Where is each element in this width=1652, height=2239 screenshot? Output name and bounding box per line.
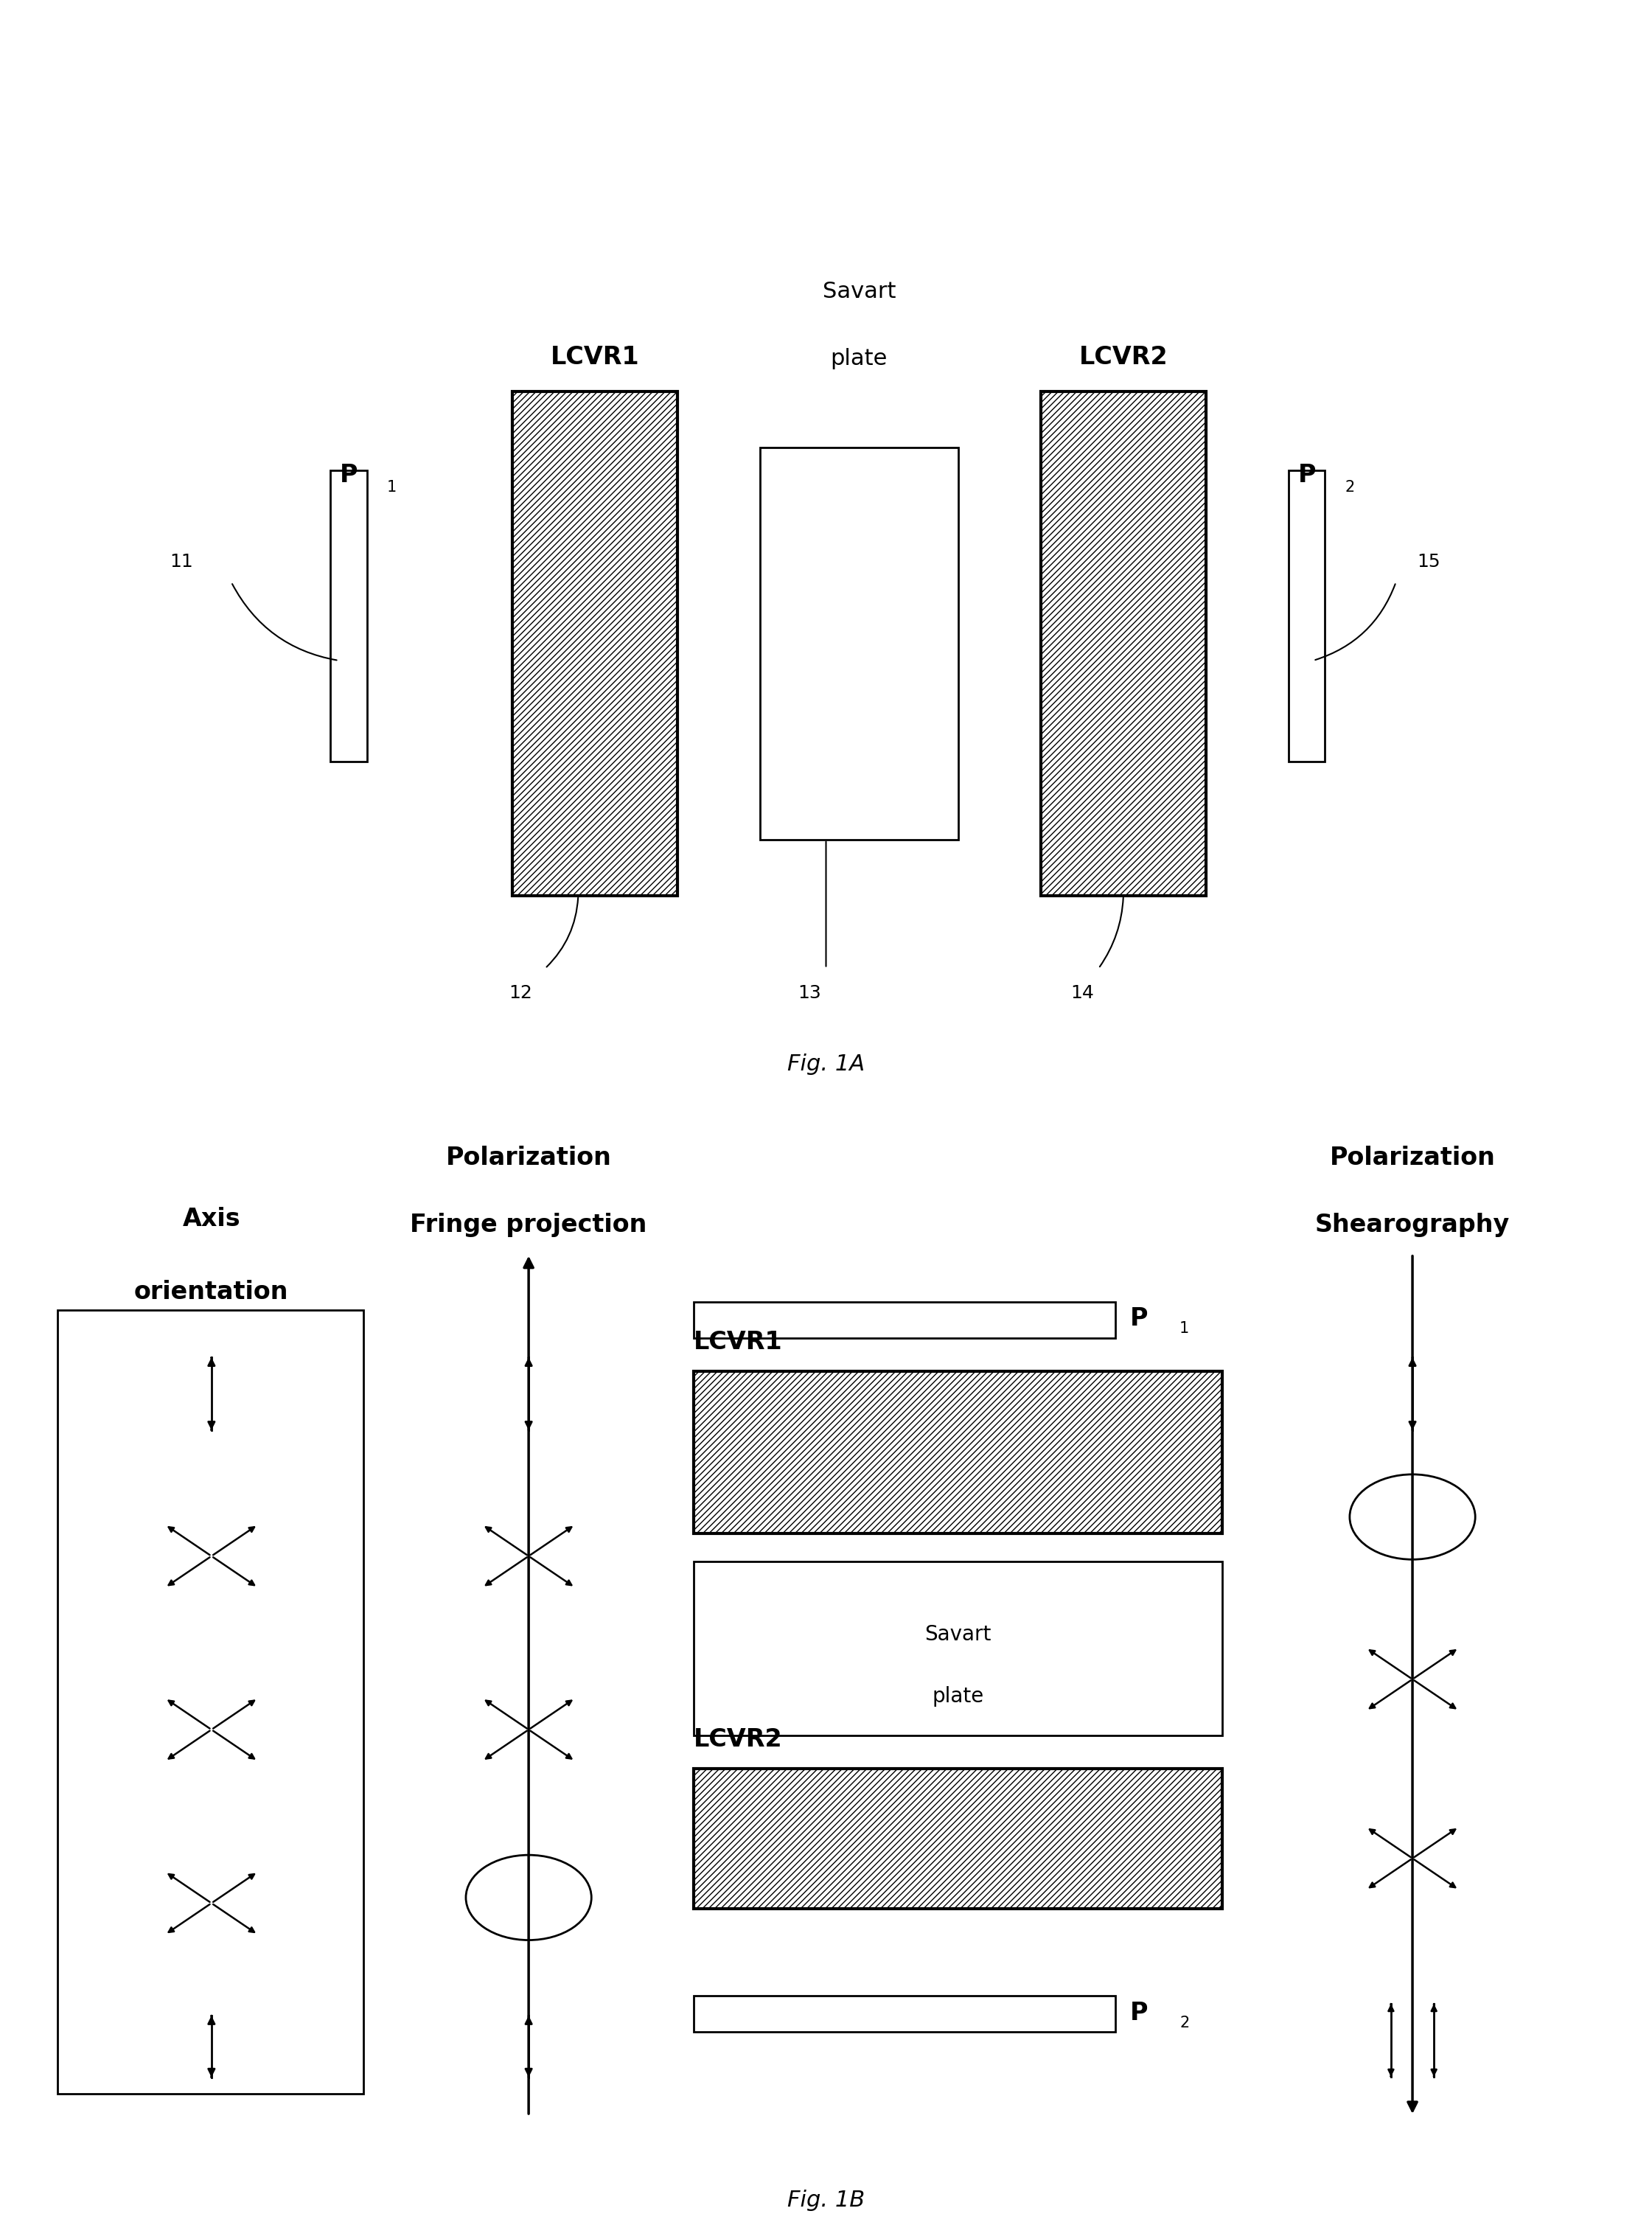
Text: Axis: Axis: [182, 1207, 241, 1231]
Text: Fig. 1B: Fig. 1B: [788, 2190, 864, 2212]
Text: 15: 15: [1417, 553, 1441, 571]
Bar: [760, 448, 958, 840]
Text: Fringe projection: Fringe projection: [410, 1214, 648, 1236]
Text: P: P: [1130, 1308, 1148, 1330]
Bar: [694, 1301, 1115, 1337]
Text: 1: 1: [387, 479, 396, 495]
Text: LCVR2: LCVR2: [1079, 345, 1168, 369]
Text: 14: 14: [1070, 985, 1094, 1003]
Text: plate: plate: [831, 347, 887, 369]
Text: orientation: orientation: [134, 1281, 289, 1303]
Text: Savart: Savart: [823, 280, 895, 302]
Bar: [1289, 470, 1325, 761]
Bar: [694, 1370, 1222, 1534]
Bar: [694, 1563, 1222, 1735]
Text: LCVR1: LCVR1: [550, 345, 639, 369]
Text: P: P: [340, 463, 357, 488]
Text: Shearography: Shearography: [1315, 1214, 1510, 1236]
Text: 2: 2: [1180, 2015, 1189, 2031]
Text: LCVR2: LCVR2: [694, 1729, 783, 1753]
Text: 13: 13: [798, 985, 821, 1003]
Text: 12: 12: [509, 985, 532, 1003]
Bar: [694, 1769, 1222, 1908]
Text: Savart: Savart: [925, 1623, 991, 1646]
Bar: [330, 470, 367, 761]
Bar: [512, 392, 677, 896]
Text: 1: 1: [1180, 1321, 1189, 1337]
Text: 11: 11: [170, 553, 193, 571]
Bar: [58, 1310, 363, 2093]
Text: Fig. 1A: Fig. 1A: [788, 1052, 864, 1075]
Bar: [1041, 392, 1206, 896]
Bar: [694, 1997, 1115, 2033]
Text: plate: plate: [932, 1686, 985, 1706]
Text: 2: 2: [1345, 479, 1355, 495]
Text: LCVR1: LCVR1: [694, 1330, 783, 1355]
Text: P: P: [1298, 463, 1315, 488]
Text: Polarization: Polarization: [1330, 1146, 1495, 1169]
Text: P: P: [1130, 2002, 1148, 2024]
Text: Polarization: Polarization: [446, 1146, 611, 1169]
